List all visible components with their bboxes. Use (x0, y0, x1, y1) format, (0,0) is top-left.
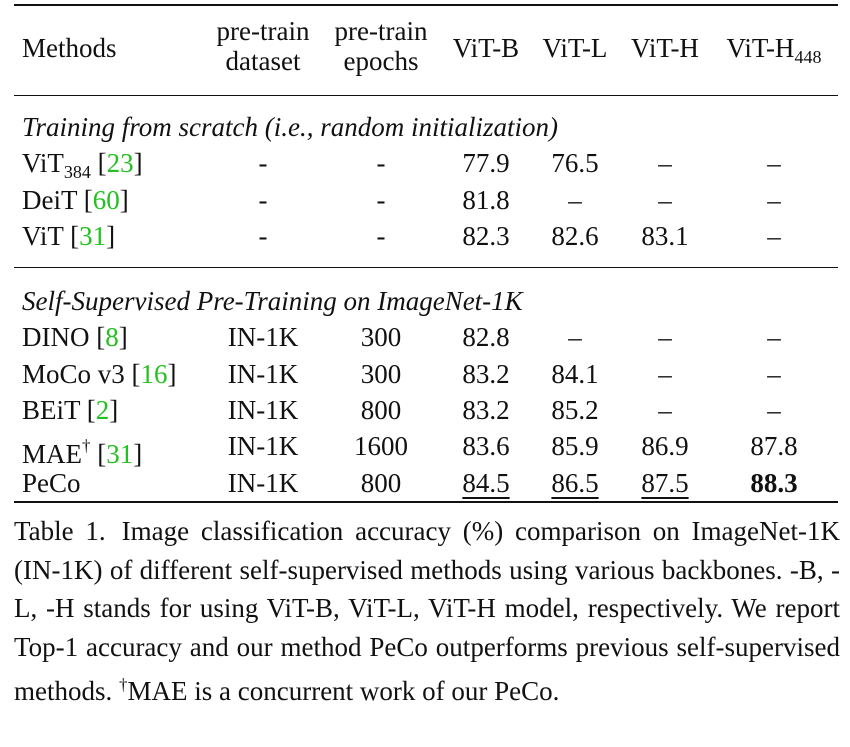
cell-b: 83.2 (462, 358, 510, 389)
citation-link[interactable]: 23 (106, 148, 134, 179)
cell-dataset: IN-1K (227, 322, 299, 353)
cell-b: 84.5 (462, 467, 510, 498)
cell-dataset: IN-1K (227, 358, 299, 389)
cell-l: – (568, 184, 582, 215)
header-rule (14, 95, 838, 96)
method-name: MAE† [31] (22, 436, 143, 470)
cell-l: 86.5 (551, 467, 599, 498)
header-vit-h: ViT-H (631, 33, 699, 63)
cell-h: 86.9 (641, 431, 689, 462)
caption-note: MAE is a concurrent work of our PeCo. (127, 676, 560, 706)
method-name: PeCo (22, 467, 81, 498)
citation-link[interactable]: 31 (106, 439, 134, 470)
section-title: Training from scratch (i.e., random init… (22, 112, 559, 142)
citation-link[interactable]: 60 (92, 184, 120, 215)
cell-b: 81.8 (462, 184, 510, 215)
cell-h: – (658, 394, 672, 425)
cell-b: 82.8 (462, 322, 510, 353)
cell-dataset: IN-1K (227, 394, 299, 425)
method-name: DINO [8] (22, 322, 128, 353)
cell-h: 83.1 (641, 220, 689, 251)
cell-h448: – (767, 394, 781, 425)
method-name: ViT [31] (22, 220, 116, 251)
cell-h: 87.5 (641, 467, 689, 498)
cell-l: 85.2 (551, 394, 599, 425)
header-vit-b: ViT-B (452, 33, 520, 63)
cell-b: 82.3 (462, 220, 510, 251)
cell-epochs: 300 (360, 322, 402, 353)
cell-h: – (658, 322, 672, 353)
cell-h448: – (767, 184, 781, 215)
cell-l: 76.5 (551, 148, 599, 179)
method-name: ViT384 [23] (22, 148, 143, 183)
citation-link[interactable]: 16 (140, 358, 168, 389)
cell-h448: – (767, 322, 781, 353)
cell-h448: – (767, 358, 781, 389)
cell-epochs: - (376, 220, 386, 251)
cell-h: – (658, 184, 672, 215)
cell-l: 84.1 (551, 358, 599, 389)
citation-link[interactable]: 8 (105, 322, 119, 353)
cell-h448: – (767, 220, 781, 251)
cell-dataset: IN-1K (227, 467, 299, 498)
citation-link[interactable]: 2 (95, 394, 110, 425)
method-name: BEiT [2] (22, 394, 119, 425)
header-vit-h448: ViT-H448 (726, 33, 822, 67)
cell-epochs: 1600 (354, 431, 408, 462)
caption-note-mark: † (119, 675, 128, 694)
method-name: MoCo v3 [16] (22, 358, 177, 389)
cell-h448: 87.8 (750, 431, 798, 462)
caption-text: Image classification accuracy (%) compar… (14, 516, 840, 706)
cell-epochs: 800 (360, 467, 402, 498)
cell-epochs: - (376, 184, 386, 215)
cell-b: 83.2 (462, 394, 510, 425)
cell-dataset: - (258, 184, 268, 215)
cell-h: – (658, 358, 672, 389)
cell-dataset: - (258, 220, 268, 251)
section-title: Self-Supervised Pre-Training on ImageNet… (22, 286, 523, 316)
cell-epochs: 300 (360, 358, 402, 389)
cell-b: 77.9 (462, 148, 510, 179)
method-name: DeiT [60] (22, 184, 129, 215)
cell-l: 85.9 (551, 431, 599, 462)
cell-dataset: IN-1K (227, 431, 299, 462)
cell-b: 83.6 (462, 431, 510, 462)
table-top-rule (14, 4, 838, 6)
cell-dataset: - (258, 148, 268, 179)
cell-h448: 88.3 (750, 467, 798, 498)
citation-link[interactable]: 31 (79, 220, 107, 251)
caption-label: Table 1. (14, 516, 106, 546)
table-caption: Table 1. Image classification accuracy (%… (14, 512, 840, 711)
cell-l: – (568, 322, 582, 353)
header-vit-l: ViT-L (542, 33, 608, 63)
cell-epochs: 800 (360, 394, 402, 425)
header-pretrain-epochs: pre-train epochs (334, 16, 428, 76)
cell-h: – (658, 148, 672, 179)
cell-h448: – (767, 148, 781, 179)
cell-epochs: - (376, 148, 386, 179)
header-pretrain-dataset: pre-train dataset (216, 16, 310, 76)
cell-l: 82.6 (551, 220, 599, 251)
section-rule (14, 267, 838, 268)
header-methods: Methods (22, 33, 117, 63)
table-bottom-rule (14, 501, 838, 503)
